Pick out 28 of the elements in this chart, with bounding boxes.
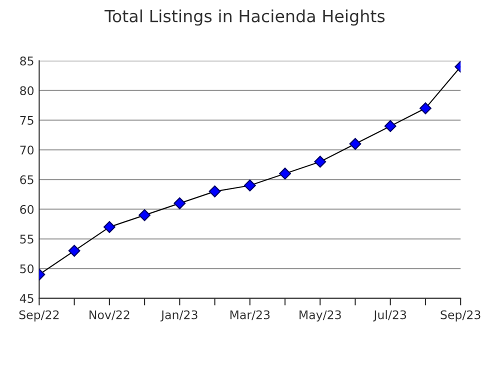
x-tick-label: Jul/23 — [373, 310, 406, 322]
y-tick-label: 50 — [20, 264, 34, 274]
x-tick-label: Sep/23 — [440, 310, 480, 322]
point — [208, 185, 221, 198]
x-tick-label: Mar/23 — [230, 310, 270, 320]
point — [420, 102, 432, 114]
x-tick-label: May/23 — [300, 310, 341, 322]
chart-title: Total Listings in Hacienda Heights — [104, 10, 385, 26]
point — [314, 156, 326, 168]
point — [68, 244, 80, 257]
y-tick-label: 65 — [20, 175, 34, 184]
y-tick-label: 60 — [20, 204, 34, 214]
point — [244, 180, 256, 192]
point — [279, 168, 291, 180]
y-tick-label: 45 — [20, 294, 34, 303]
x-tick-label: Sep/22 — [19, 310, 59, 322]
x-tick-label: Jan/23 — [160, 310, 198, 322]
y-tick-label: 80 — [20, 86, 34, 96]
point — [384, 120, 396, 132]
x-tick-label: Nov/22 — [90, 310, 130, 320]
y-tick-label: 75 — [20, 116, 34, 125]
y-tick-label: 55 — [20, 234, 34, 244]
y-tick-label: 70 — [20, 146, 34, 155]
point — [349, 138, 362, 150]
y-tick-label: 85 — [20, 56, 34, 66]
point — [138, 209, 151, 222]
point — [103, 221, 116, 234]
point — [174, 197, 186, 210]
